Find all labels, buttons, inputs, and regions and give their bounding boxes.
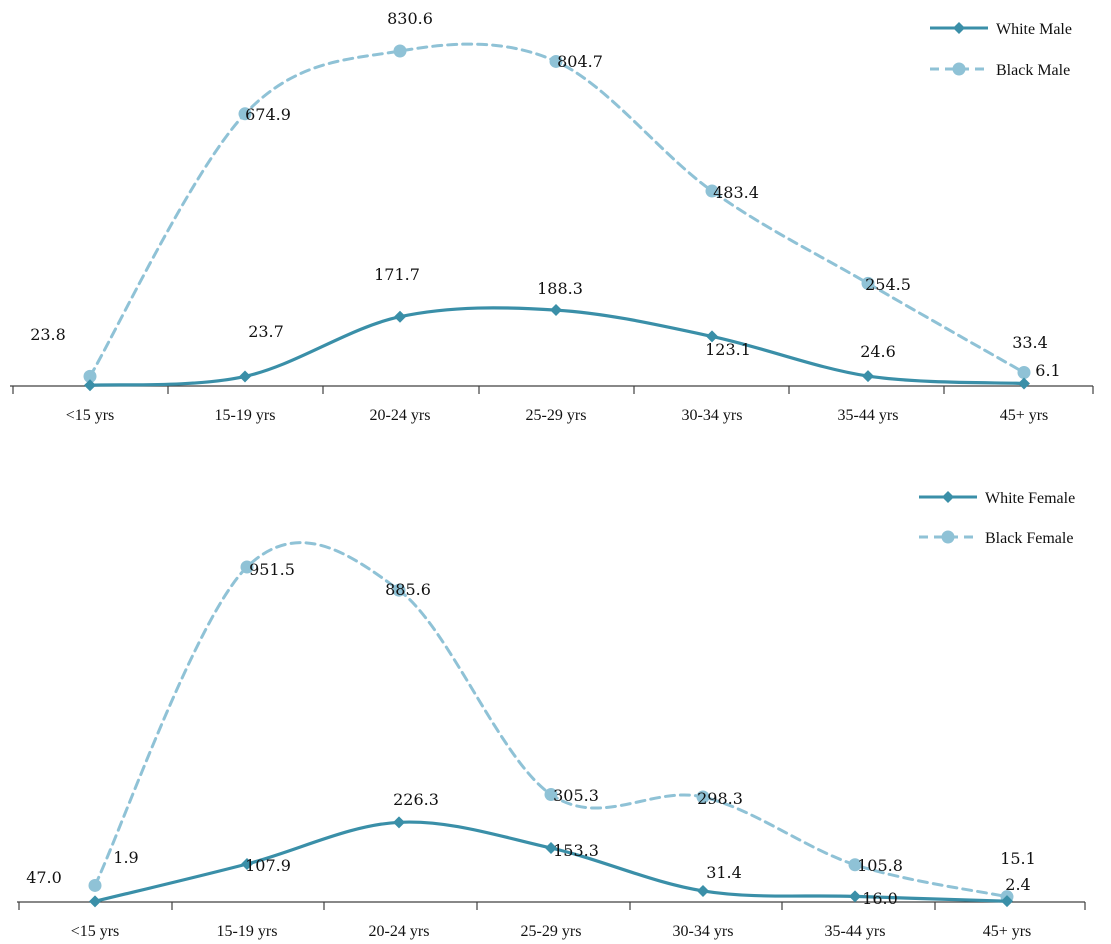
black-female-data-label: 105.8	[857, 856, 903, 875]
white-female-point	[849, 890, 861, 903]
x-tick-label: 20-24 yrs	[369, 923, 430, 940]
x-tick-label: 30-34 yrs	[682, 407, 743, 424]
white-male-data-label: 123.1	[705, 340, 751, 359]
white-male-point	[239, 370, 251, 383]
white-male-point	[394, 310, 406, 323]
legend-entry-label: Black Female	[985, 530, 1073, 547]
black-male-point	[861, 276, 875, 290]
x-tick-label: 15-19 yrs	[217, 923, 278, 940]
white-female-point	[1001, 895, 1013, 908]
x-tick-label: 25-29 yrs	[526, 407, 587, 424]
white-female-data-label: 153.3	[553, 841, 599, 860]
black-male-data-label: 23.8	[30, 325, 66, 344]
black-female-point	[848, 858, 862, 872]
white-female-data-label: 2.4	[1005, 875, 1030, 894]
black-female-data-label: 47.0	[26, 868, 62, 887]
black-female-point	[696, 790, 710, 804]
black-female-data-label: 305.3	[553, 786, 599, 805]
black-female-point	[240, 560, 254, 574]
x-tick-label: 45+ yrs	[1000, 407, 1049, 424]
legend-marker	[941, 530, 955, 544]
white-female-data-label: 16.0	[862, 889, 898, 908]
black-male-point	[238, 107, 252, 121]
legend-marker	[942, 491, 954, 503]
black-female-data-label: 885.6	[385, 580, 431, 599]
x-tick-label: <15 yrs	[66, 407, 115, 424]
black-female-point	[88, 878, 102, 892]
x-tick-label: 35-44 yrs	[838, 407, 899, 424]
black-male-point	[705, 184, 719, 198]
black-male-data-label: 254.5	[865, 275, 911, 294]
white-male-point	[84, 379, 96, 392]
x-tick-label: 45+ yrs	[983, 923, 1032, 940]
white-female-point	[241, 858, 253, 871]
white-male-point	[1018, 377, 1030, 390]
white-male-data-label: 6.1	[1035, 361, 1060, 380]
legend-entry-label: Black Male	[996, 62, 1070, 79]
black-female-data-label: 298.3	[697, 789, 743, 808]
x-tick-label: 35-44 yrs	[825, 923, 886, 940]
x-tick-label: <15 yrs	[71, 923, 120, 940]
black-male-data-label: 830.6	[387, 9, 433, 28]
white-male-data-label: 171.7	[374, 265, 420, 284]
black-male-point	[393, 44, 407, 58]
black-female-data-label: 951.5	[249, 560, 295, 579]
black-male-point	[1017, 366, 1031, 380]
legend-entry-label: White Male	[996, 21, 1072, 38]
white-male-point	[706, 330, 718, 343]
black-female-point	[544, 788, 558, 802]
white-female-data-label: 226.3	[393, 790, 439, 809]
legend-marker	[953, 22, 965, 34]
black-male-data-label: 674.9	[245, 105, 291, 124]
white-female-point	[545, 842, 557, 855]
white-female-point	[89, 895, 101, 908]
black-male-point	[83, 369, 97, 383]
white-male-data-label: 188.3	[537, 279, 583, 298]
legend: White Male Black Male	[930, 21, 1072, 79]
black-female-point	[392, 583, 406, 597]
white-female-data-label: 107.9	[245, 856, 291, 875]
black-female-line	[93, 541, 1009, 899]
black-male-data-label: 33.4	[1012, 333, 1048, 352]
x-tick-label: 15-19 yrs	[215, 407, 276, 424]
x-tick-label: 20-24 yrs	[370, 407, 431, 424]
white-male-data-label: 23.7	[248, 322, 284, 341]
x-tick-label: 25-29 yrs	[521, 923, 582, 940]
black-male-line	[88, 42, 1026, 378]
white-female-data-label: 31.4	[706, 863, 742, 882]
legend-marker	[952, 62, 966, 76]
female-chart-panel: <15 yrs 15-19 yrs 20-24 yrs 25-29 yrs 30-34 …	[17, 490, 1086, 940]
black-male-data-label: 804.7	[557, 52, 603, 71]
male-chart-panel: <15 yrs 15-19 yrs 20-24 yrs 25-29 yrs 30-34 …	[10, 9, 1094, 424]
black-male-data-label: 483.4	[713, 183, 759, 202]
x-tick-label: 30-34 yrs	[673, 923, 734, 940]
white-male-point	[550, 304, 562, 317]
white-male-point	[862, 370, 874, 383]
black-female-data-label: 15.1	[1000, 849, 1036, 868]
legend-entry-label: White Female	[985, 490, 1075, 507]
black-male-point	[549, 54, 563, 68]
white-female-point	[697, 884, 709, 897]
white-female-data-label: 1.9	[113, 848, 138, 867]
white-male-data-label: 24.6	[860, 342, 896, 361]
white-female-point	[393, 816, 405, 829]
legend: White Female Black Female	[919, 490, 1075, 547]
